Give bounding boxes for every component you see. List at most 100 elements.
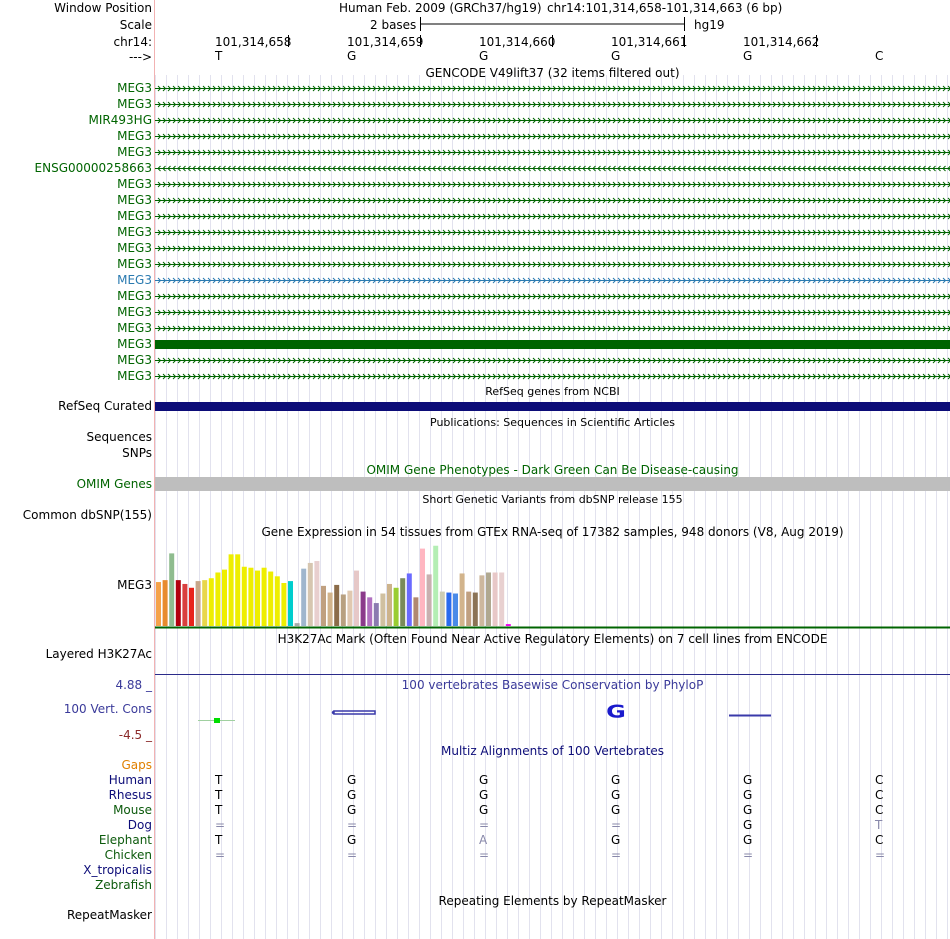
gtex-tissue-bar[interactable] — [433, 545, 439, 626]
multiz-species-label[interactable]: Rhesus — [108, 788, 152, 802]
gtex-tissue-bar[interactable] — [248, 567, 254, 626]
gencode-item-feature[interactable] — [155, 161, 950, 175]
gencode-item-label[interactable]: MEG3 — [117, 145, 152, 159]
multiz-species-label[interactable]: Chicken — [104, 848, 152, 862]
gtex-tissue-bar[interactable] — [413, 597, 419, 626]
refseq-title[interactable]: RefSeq genes from NCBI — [485, 385, 620, 398]
gtex-tissue-bar[interactable] — [307, 562, 313, 626]
gtex-tissue-bar[interactable] — [426, 574, 432, 626]
gencode-item-label[interactable]: ENSG00000258663 — [34, 161, 152, 175]
gtex-tissue-bar[interactable] — [195, 581, 201, 626]
gencode-item-label[interactable]: MEG3 — [117, 241, 152, 255]
gtex-tissue-bar[interactable] — [439, 591, 445, 626]
gtex-tissue-bar[interactable] — [281, 583, 287, 626]
gtex-bar-chart[interactable] — [155, 540, 950, 630]
gencode-item-label[interactable]: MEG3 — [117, 209, 152, 223]
gencode-item-label[interactable]: MEG3 — [117, 177, 152, 191]
gtex-tissue-bar[interactable] — [294, 623, 300, 626]
omim-title[interactable]: OMIM Gene Phenotypes - Dark Green Can Be… — [366, 463, 739, 477]
gtex-tissue-bar[interactable] — [466, 591, 472, 626]
position-text[interactable]: chr14:101,314,658-101,314,663 (6 bp) — [547, 1, 783, 15]
omim-label[interactable]: OMIM Genes — [76, 477, 152, 491]
publications-snps-label[interactable]: SNPs — [122, 446, 152, 460]
publications-sequences-label[interactable]: Sequences — [86, 430, 152, 444]
conservation-label[interactable]: 100 Vert. Cons — [63, 702, 152, 716]
gtex-tissue-bar[interactable] — [459, 573, 465, 626]
gencode-item-label[interactable]: MEG3 — [117, 273, 152, 287]
gencode-item-feature[interactable] — [155, 81, 950, 95]
omim-gene-bar[interactable] — [155, 477, 950, 491]
gtex-tissue-bar[interactable] — [321, 585, 326, 626]
gtex-tissue-bar[interactable] — [268, 571, 274, 626]
gencode-item-feature[interactable] — [155, 145, 950, 159]
gencode-item-feature[interactable] — [155, 129, 950, 143]
gtex-tissue-bar[interactable] — [162, 580, 168, 626]
gencode-item-feature[interactable] — [155, 289, 950, 303]
gencode-item-feature[interactable] — [155, 241, 950, 255]
gtex-tissue-bar[interactable] — [169, 553, 175, 626]
multiz-species-label[interactable]: Elephant — [98, 833, 152, 847]
gtex-tissue-bar[interactable] — [255, 570, 260, 626]
gtex-tissue-bar[interactable] — [261, 567, 267, 626]
gtex-tissue-bar[interactable] — [314, 561, 320, 626]
gencode-item-label[interactable]: MEG3 — [117, 97, 152, 111]
gencode-item-label[interactable]: MEG3 — [117, 321, 152, 335]
gencode-item-feature[interactable] — [155, 177, 950, 191]
publications-title[interactable]: Publications: Sequences in Scientific Ar… — [430, 416, 675, 429]
dbsnp-label[interactable]: Common dbSNP(155) — [22, 508, 152, 522]
gencode-item-label[interactable]: MEG3 — [117, 129, 152, 143]
repeatmasker-title[interactable]: Repeating Elements by RepeatMasker — [438, 894, 667, 908]
gtex-tissue-bar[interactable] — [334, 584, 340, 626]
gtex-tissue-bar[interactable] — [446, 592, 452, 626]
h3k27ac-title[interactable]: H3K27Ac Mark (Often Found Near Active Re… — [277, 632, 828, 646]
multiz-gaps-label[interactable]: Gaps — [121, 758, 152, 772]
gencode-item-feature[interactable] — [155, 113, 950, 127]
gencode-item-label[interactable]: MEG3 — [117, 81, 152, 95]
gencode-item-feature[interactable] — [155, 305, 950, 319]
gencode-item-feature[interactable] — [155, 209, 950, 223]
multiz-species-label[interactable]: Human — [108, 773, 152, 787]
gencode-item-feature[interactable] — [155, 97, 950, 111]
multiz-species-label[interactable]: Zebrafish — [95, 878, 152, 892]
gtex-tissue-bar[interactable] — [479, 575, 485, 626]
gtex-tissue-bar[interactable] — [380, 593, 386, 626]
gencode-item-label[interactable]: MIR493HG — [88, 113, 152, 127]
gencode-item-feature[interactable] — [155, 273, 950, 287]
gtex-tissue-bar[interactable] — [354, 570, 359, 626]
gencode-item-feature[interactable] — [155, 353, 950, 367]
gtex-tissue-bar[interactable] — [406, 573, 412, 626]
assembly-text[interactable]: Human Feb. 2009 (GRCh37/hg19) — [339, 1, 542, 15]
gencode-item-label[interactable]: MEG3 — [117, 193, 152, 207]
gencode-item-label[interactable]: MEG3 — [117, 305, 152, 319]
gencode-item-feature[interactable] — [155, 225, 950, 239]
gtex-tissue-bar[interactable] — [235, 554, 241, 626]
gtex-tissue-bar[interactable] — [182, 583, 188, 626]
gtex-tissue-bar[interactable] — [288, 581, 293, 626]
gtex-tissue-bar[interactable] — [347, 590, 353, 626]
dbsnp-title[interactable]: Short Genetic Variants from dbSNP releas… — [422, 493, 683, 506]
gtex-tissue-bar[interactable] — [340, 594, 346, 626]
gtex-tissue-bar[interactable] — [327, 592, 333, 626]
multiz-species-label[interactable]: Dog — [127, 818, 152, 832]
gencode-item-label[interactable]: MEG3 — [117, 337, 152, 351]
gencode-item-label[interactable]: MEG3 — [117, 289, 152, 303]
gtex-tissue-bar[interactable] — [373, 603, 379, 626]
gtex-tissue-bar[interactable] — [492, 572, 498, 626]
conservation-title[interactable]: 100 vertebrates Basewise Conservation by… — [401, 678, 704, 692]
gencode-title[interactable]: GENCODE V49lift37 (32 items filtered out… — [425, 66, 680, 80]
repeatmasker-label[interactable]: RepeatMasker — [66, 908, 152, 922]
gtex-tissue-bar[interactable] — [202, 580, 208, 626]
gtex-tissue-bar[interactable] — [393, 587, 399, 626]
gencode-item-feature[interactable] — [155, 257, 950, 271]
conservation-logo[interactable]: G — [155, 700, 950, 730]
gtex-tissue-bar[interactable] — [301, 568, 307, 626]
gencode-item-label[interactable]: MEG3 — [117, 257, 152, 271]
gencode-item-feature[interactable] — [155, 369, 950, 383]
gencode-item-label[interactable]: MEG3 — [117, 225, 152, 239]
gtex-tissue-bar[interactable] — [420, 548, 425, 626]
gtex-title[interactable]: Gene Expression in 54 tissues from GTEx … — [261, 525, 844, 539]
gtex-tissue-bar[interactable] — [400, 578, 406, 626]
gencode-item-feature[interactable] — [155, 193, 950, 207]
gtex-label[interactable]: MEG3 — [117, 578, 152, 592]
gtex-tissue-bar[interactable] — [472, 592, 478, 626]
